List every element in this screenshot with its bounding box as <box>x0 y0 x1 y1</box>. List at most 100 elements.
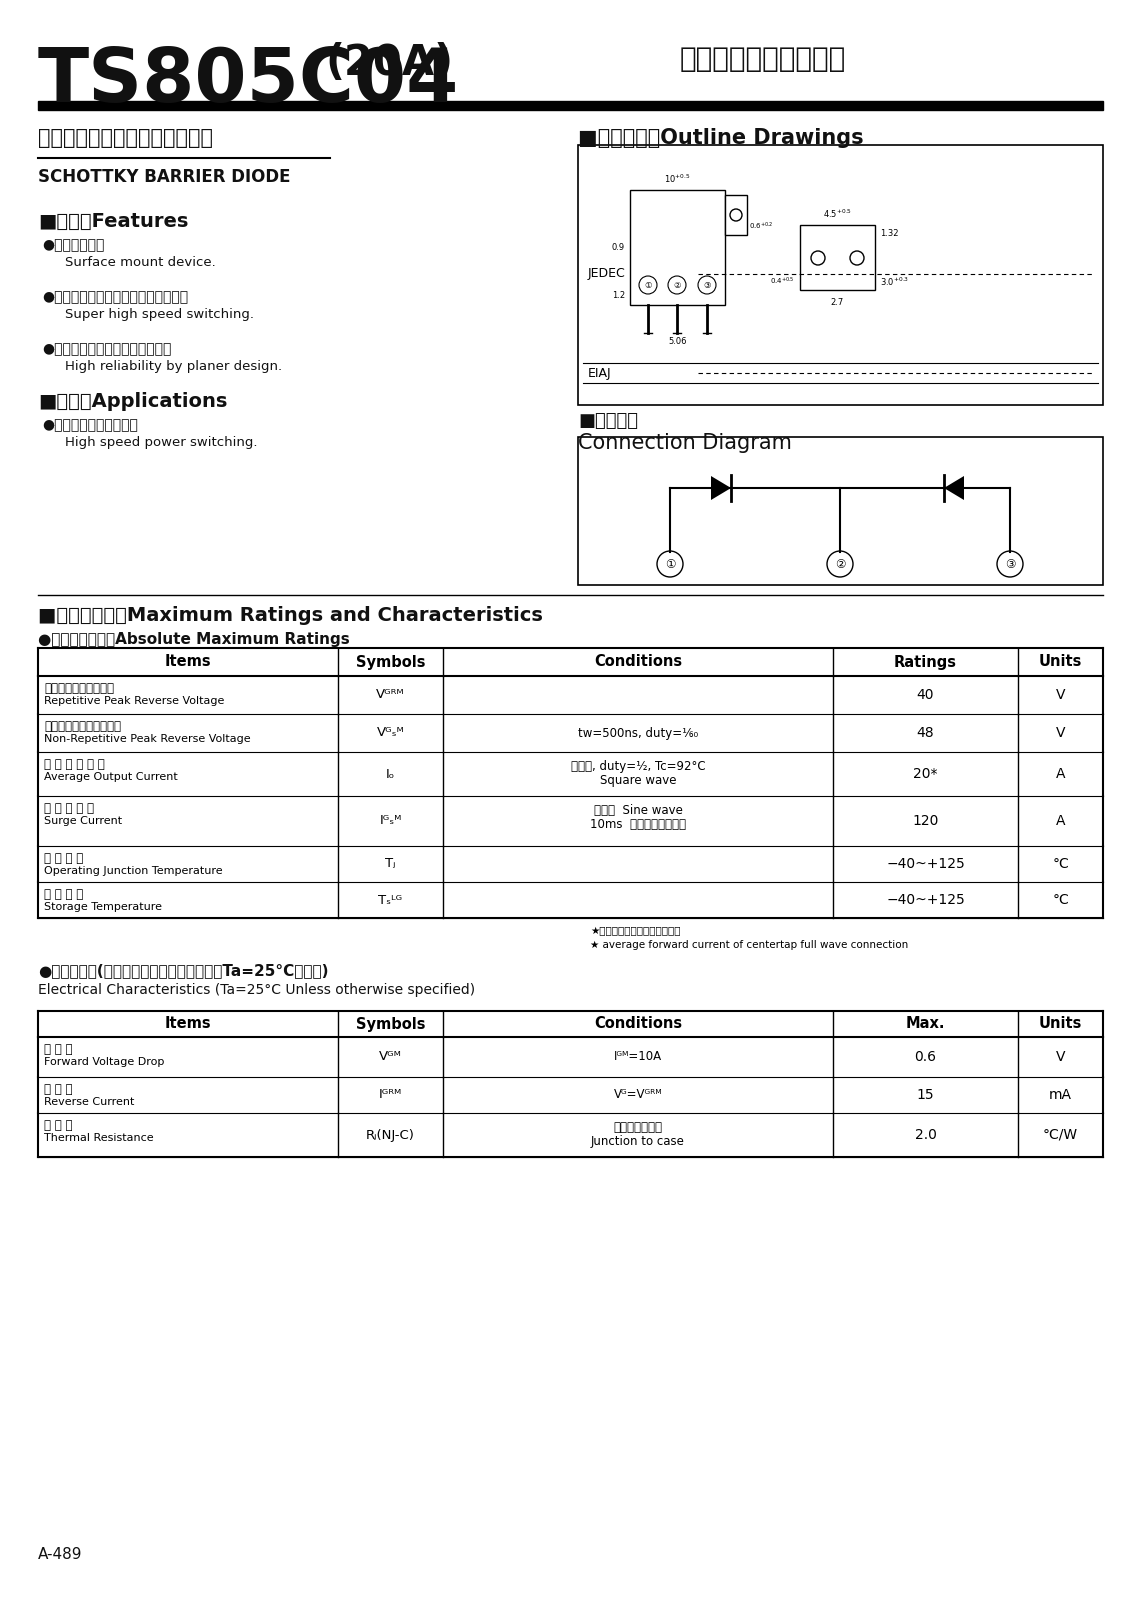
Text: Items: Items <box>164 1016 211 1032</box>
Text: Iᴳₛᴹ: Iᴳₛᴹ <box>379 814 402 827</box>
Text: 接 合 温 度: 接 合 温 度 <box>44 851 83 866</box>
Text: 方形波, duty=½, Tc=92°C: 方形波, duty=½, Tc=92°C <box>570 760 705 773</box>
Text: ●高速電力スイッチング: ●高速電力スイッチング <box>42 418 138 432</box>
Text: °C: °C <box>1052 893 1069 907</box>
Text: °C/W: °C/W <box>1043 1128 1078 1142</box>
Text: Iᴳᴹ=10A: Iᴳᴹ=10A <box>614 1051 662 1064</box>
Circle shape <box>827 550 853 578</box>
Text: 20*: 20* <box>913 766 938 781</box>
Bar <box>800 226 875 290</box>
Text: 48: 48 <box>916 726 934 739</box>
Text: °C: °C <box>1052 858 1069 870</box>
Text: A: A <box>1055 766 1066 781</box>
Text: Forward Voltage Drop: Forward Voltage Drop <box>44 1058 164 1067</box>
Text: Max.: Max. <box>906 1016 945 1032</box>
Text: ●電気的特性(特に指定がない限り周囲温度Ta=25°Cとする): ●電気的特性(特に指定がない限り周囲温度Ta=25°Cとする) <box>38 963 329 978</box>
Text: A-489: A-489 <box>38 1547 82 1562</box>
Text: 120: 120 <box>913 814 939 829</box>
Circle shape <box>639 275 657 294</box>
Text: 5.06: 5.06 <box>669 338 687 346</box>
Polygon shape <box>711 477 731 499</box>
Bar <box>725 195 747 235</box>
Text: 熱 抜 抗: 熱 抜 抗 <box>44 1118 73 1133</box>
Text: TS805C04: TS805C04 <box>38 45 460 118</box>
Text: Tₛᴸᴳ: Tₛᴸᴳ <box>379 893 403 907</box>
Text: 10ms  定格負荷状態より: 10ms 定格負荷状態より <box>590 818 686 830</box>
Text: 順 電 圧: 順 電 圧 <box>44 1043 73 1056</box>
Text: ●スイッチングスピードが非常に遅い: ●スイッチングスピードが非常に遅い <box>42 290 188 304</box>
Text: (20A): (20A) <box>325 42 453 83</box>
Text: Junction to case: Junction to case <box>591 1134 685 1149</box>
Text: ●プレーナー技術による高信頼性: ●プレーナー技術による高信頼性 <box>42 342 171 357</box>
Text: Vᴳᴿᴹ: Vᴳᴿᴹ <box>377 688 405 701</box>
Text: ★ average forward current of centertap full wave connection: ★ average forward current of centertap f… <box>590 939 908 950</box>
Text: Units: Units <box>1038 654 1082 669</box>
Text: ③: ③ <box>703 280 711 290</box>
Text: $4.5^{+0.5}_{\ }$: $4.5^{+0.5}_{\ }$ <box>823 206 852 218</box>
Text: ①: ① <box>665 557 675 571</box>
Circle shape <box>657 550 683 578</box>
Text: Repetitive Peak Reverse Voltage: Repetitive Peak Reverse Voltage <box>44 696 225 706</box>
Text: Operating Junction Temperature: Operating Junction Temperature <box>44 866 222 877</box>
Text: JEDEC: JEDEC <box>588 267 625 280</box>
Text: サ ー ジ 電 流: サ ー ジ 電 流 <box>44 802 94 814</box>
Polygon shape <box>944 477 964 499</box>
Text: 接合・ケース間: 接合・ケース間 <box>614 1122 663 1134</box>
Text: 1.2: 1.2 <box>612 291 625 299</box>
Text: Iᴳᴿᴹ: Iᴳᴿᴹ <box>379 1088 402 1101</box>
Text: V: V <box>1055 726 1066 739</box>
Text: 1.32: 1.32 <box>880 229 898 237</box>
Text: Super high speed switching.: Super high speed switching. <box>65 307 254 322</box>
Text: 2.0: 2.0 <box>915 1128 937 1142</box>
Text: ■定格と特性：Maximum Ratings and Characteristics: ■定格と特性：Maximum Ratings and Characteristi… <box>38 606 543 626</box>
Text: 正弦波  Sine wave: 正弦波 Sine wave <box>593 803 682 818</box>
Bar <box>578 437 1103 586</box>
Text: Electrical Characteristics (Ta=25°C Unless otherwise specified): Electrical Characteristics (Ta=25°C Unle… <box>38 982 475 997</box>
Bar <box>630 190 725 306</box>
Circle shape <box>667 275 686 294</box>
Text: Surface mount device.: Surface mount device. <box>65 256 216 269</box>
Text: ①: ① <box>645 280 652 290</box>
Text: Reverse Current: Reverse Current <box>44 1098 135 1107</box>
Circle shape <box>997 550 1023 578</box>
Text: Tⱼ: Tⱼ <box>386 858 396 870</box>
Text: A: A <box>1055 814 1066 829</box>
Text: Iₒ: Iₒ <box>386 768 395 781</box>
Text: $10^{+0.5}_{\ }$: $10^{+0.5}_{\ }$ <box>664 173 690 182</box>
Text: High reliability by planer design.: High reliability by planer design. <box>65 360 282 373</box>
Text: ピーク非繰り返し逆電圧: ピーク非繰り返し逆電圧 <box>44 720 121 733</box>
Circle shape <box>698 275 717 294</box>
Text: Thermal Resistance: Thermal Resistance <box>44 1133 154 1142</box>
Text: mA: mA <box>1049 1088 1073 1102</box>
Text: Vᴳₛᴹ: Vᴳₛᴹ <box>377 726 404 739</box>
Text: ②: ② <box>673 280 681 290</box>
Text: Units: Units <box>1038 1016 1082 1032</box>
Text: Items: Items <box>164 654 211 669</box>
Text: Non-Repetitive Peak Reverse Voltage: Non-Repetitive Peak Reverse Voltage <box>44 734 251 744</box>
Text: $0.6^{+0.2}_{\ }$: $0.6^{+0.2}_{\ }$ <box>748 221 774 230</box>
Text: tw=500ns, duty=⅙₀: tw=500ns, duty=⅙₀ <box>578 726 698 739</box>
Text: Average Output Current: Average Output Current <box>44 773 178 782</box>
Text: 40: 40 <box>916 688 934 702</box>
Text: Vᴳᴹ: Vᴳᴹ <box>379 1051 402 1064</box>
Text: 富士小電力ダイオード: 富士小電力ダイオード <box>680 45 847 74</box>
Text: Conditions: Conditions <box>594 654 682 669</box>
Text: −40~+125: −40~+125 <box>887 858 965 870</box>
Text: 2.7: 2.7 <box>831 298 844 307</box>
Text: Square wave: Square wave <box>600 774 677 787</box>
Text: V: V <box>1055 688 1066 702</box>
Text: Connection Diagram: Connection Diagram <box>578 434 792 453</box>
Text: ■用途：Applications: ■用途：Applications <box>38 392 227 411</box>
Text: −40~+125: −40~+125 <box>887 893 965 907</box>
Text: High speed power switching.: High speed power switching. <box>65 435 258 450</box>
Bar <box>38 101 1103 110</box>
Text: ■外形寸法：Outline Drawings: ■外形寸法：Outline Drawings <box>578 128 864 149</box>
Text: 逆 電 流: 逆 電 流 <box>44 1083 73 1096</box>
Text: ■特長：Features: ■特長：Features <box>38 211 188 230</box>
Text: Ratings: Ratings <box>895 654 957 669</box>
Text: Vᴳ=Vᴳᴿᴹ: Vᴳ=Vᴳᴿᴹ <box>614 1088 662 1101</box>
Text: Surge Current: Surge Current <box>44 816 122 826</box>
Bar <box>578 146 1103 405</box>
Text: ②: ② <box>835 557 845 571</box>
Text: Symbols: Symbols <box>356 654 426 669</box>
